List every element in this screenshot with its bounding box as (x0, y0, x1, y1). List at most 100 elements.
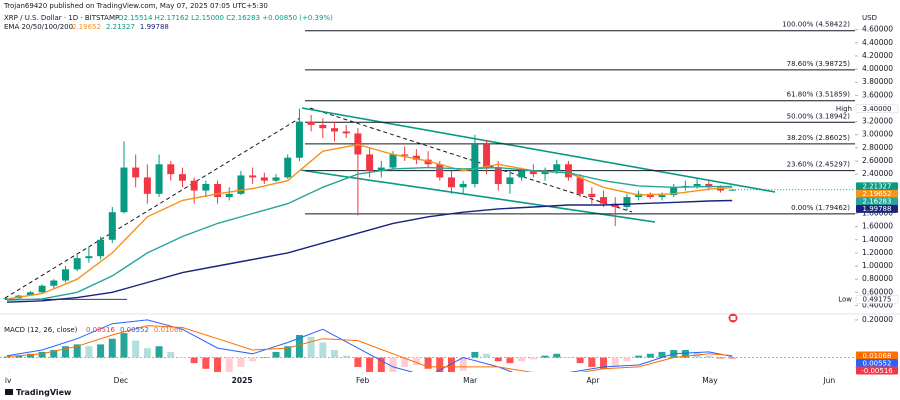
fib-label: 23.60% (2.45297) (787, 161, 851, 169)
candle-body (471, 144, 479, 184)
legend-readout: 1.99788 (140, 23, 169, 31)
macd-histogram-bar (588, 357, 596, 367)
candle-body (588, 193, 596, 198)
macd-histogram-bar (494, 357, 502, 362)
macd-histogram-bar (61, 346, 69, 358)
macd-histogram-bar (3, 356, 11, 358)
price-badge-label: 2.19652 (863, 190, 892, 198)
main-pane: 100.00% (4.58422) 78.60% (3.98725) 61.80% … (3, 21, 855, 303)
macd-histogram-bar (331, 350, 339, 358)
macd-histogram-bar (97, 344, 105, 358)
candle-body (553, 164, 561, 171)
candle-body (389, 154, 397, 168)
candle-body (366, 154, 374, 171)
macd-histogram-bar (202, 357, 210, 369)
candle-body (436, 164, 444, 178)
candle-body (272, 177, 280, 181)
y-tick-label: 2.60000 (862, 156, 893, 165)
candle-body (693, 183, 701, 186)
candle-body (518, 170, 526, 178)
macd-histogram-bar (576, 357, 584, 364)
y-tick-label: 1.00000 (862, 261, 893, 270)
x-tick-label: Jun (822, 376, 835, 385)
macd-histogram-bar (635, 355, 643, 358)
fib-label: 0.00% (1.79462) (791, 204, 850, 212)
candle-body (576, 177, 584, 194)
candle-body (108, 212, 116, 240)
x-tick-label: Mar (463, 376, 478, 385)
price-badge-label: 0.01068 (863, 352, 892, 360)
macd-histogram-bar (167, 351, 175, 358)
macd-histogram-bar (471, 351, 479, 358)
currency-label: USD (862, 14, 877, 22)
macd-histogram-bar (366, 357, 374, 372)
candle-body (646, 193, 654, 198)
macd-histogram-bar (436, 357, 444, 372)
macd-histogram-bar (237, 357, 245, 367)
candle-body (600, 197, 608, 204)
y-tick-label: 0.60000 (862, 287, 893, 296)
x-tick-label: Apr (587, 376, 601, 385)
legend-readout: 0.00516 (86, 326, 115, 334)
price-badge (856, 351, 898, 360)
x-tick-label: Dec (114, 376, 129, 385)
y-tick-label: 4.20000 (862, 51, 893, 60)
candle-body (97, 239, 105, 257)
macd-legend: MACD (12, 26, close) (4, 326, 78, 334)
candle-body (143, 177, 151, 194)
price-badge-label: -0.00516 (861, 367, 893, 375)
candle-body (494, 167, 502, 184)
macd-histogram-bar (26, 353, 34, 358)
macd-histogram-bar (459, 357, 467, 371)
candle-body (705, 183, 713, 188)
candle-body (214, 183, 222, 198)
candle-body (483, 144, 491, 168)
y-tick-label: 3.20000 (862, 117, 893, 126)
macd-histogram-bar (73, 344, 81, 358)
price-badge-label: 3.40000 (863, 105, 892, 113)
candle-body (260, 177, 268, 181)
price-badge-label: 1.99788 (863, 205, 892, 213)
macd-histogram-bar (50, 350, 58, 358)
macd-histogram-bar (295, 334, 303, 358)
candle-body (249, 175, 257, 178)
fib-label: 50.00% (3.18942) (787, 112, 851, 120)
x-tick-label: 2025 (232, 376, 253, 385)
macd-histogram-bar (646, 353, 654, 358)
candle-body (611, 203, 619, 207)
fib-label: 78.60% (3.98725) (787, 60, 851, 68)
price-badge (856, 366, 898, 375)
macd-histogram-bar (529, 357, 537, 360)
macd-histogram-bar (354, 357, 362, 367)
legend-readout: 2.21327 (106, 23, 135, 31)
candle-body (447, 177, 455, 188)
ema-line (6, 199, 733, 303)
tradingview-logo: TradingView (5, 388, 72, 397)
logo-text: TradingView (16, 388, 72, 397)
trend-dashed (4, 117, 301, 299)
candle-body (284, 157, 292, 178)
macd-histogram-bar (705, 355, 713, 358)
price-badge-label: 2.16283 (863, 198, 892, 206)
candle-body (506, 177, 514, 184)
legend-readout: 2.19652 (72, 23, 101, 31)
candle-body (564, 164, 572, 178)
macd-histogram-bar (284, 346, 292, 358)
fib-label: 38.20% (2.86025) (787, 134, 851, 142)
legend-readout: 0.01068 (154, 326, 183, 334)
macd-histogram-bar (728, 357, 736, 359)
price-badge (856, 359, 898, 368)
candle-body (190, 180, 198, 191)
ema-line (6, 143, 733, 300)
y-tick-label: 1.80000 (862, 209, 893, 218)
macd-histogram-bar (600, 357, 608, 369)
y-tick-label: 4.00000 (862, 64, 893, 73)
macd-line (6, 325, 733, 372)
candle-body (529, 170, 537, 175)
symbol-line: XRP / U.S. Dollar · 1D · BITSTAMP (4, 14, 119, 22)
candle-body (178, 174, 186, 181)
event-icon (728, 313, 738, 323)
fib-label: 61.80% (3.51859) (787, 91, 851, 99)
